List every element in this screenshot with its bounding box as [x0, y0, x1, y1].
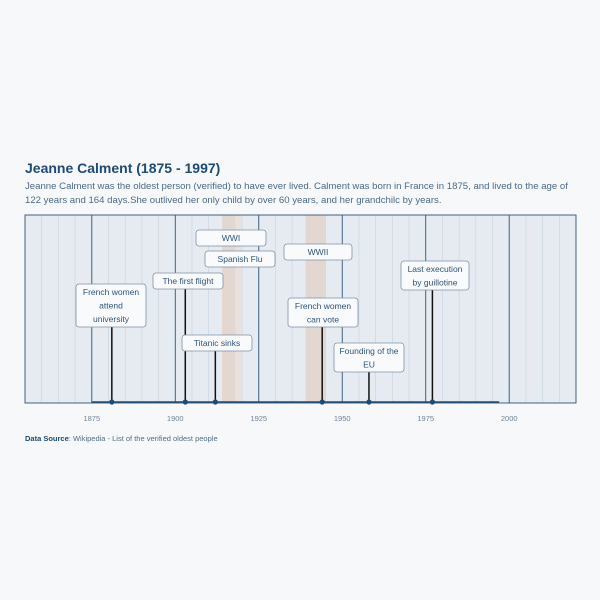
event-callout-5: Last execution by guillotine [400, 260, 470, 291]
chart-subtitle: Jeanne Calment was the oldest person (ve… [25, 181, 568, 206]
event-dot [429, 399, 436, 405]
event-callout-4-box [333, 342, 405, 373]
event-callout-2-label: Titanic sinks [194, 338, 240, 348]
event-dot [109, 399, 115, 405]
data-source-text: : Wikipedia - List of the verified oldes… [68, 434, 218, 443]
event-callout-3-box [287, 297, 359, 328]
x-tick-label: 1950 [334, 414, 351, 423]
event-callout-5-label: Last execution [408, 264, 463, 274]
period-label-1: Spanish Flu [204, 250, 276, 268]
event-callout-3-label: can vote [307, 314, 339, 324]
period-label-2: WWII [283, 243, 353, 261]
event-dot [212, 399, 218, 405]
data-source-label: Data Source [25, 434, 69, 443]
event-callout-0-label: university [93, 314, 130, 324]
period-band [235, 215, 243, 403]
event-callout-5-box [400, 260, 470, 291]
event-callout-4-label: Founding of the [339, 346, 398, 356]
x-tick-label: 2000 [501, 414, 518, 423]
event-dot [319, 399, 325, 405]
x-tick-label: 1975 [417, 414, 434, 423]
event-callout-5-label: by guillotine [413, 277, 458, 287]
event-callout-2-box [181, 334, 253, 352]
event-callout-1: The first flight [152, 272, 224, 290]
x-tick-label: 1925 [250, 414, 267, 423]
event-callout-0: French women attend university [75, 283, 147, 328]
period-label-0-box [195, 229, 267, 247]
event-callout-2: Titanic sinks [181, 334, 253, 352]
x-tick-label: 1900 [167, 414, 184, 423]
event-callout-4-label: EU [363, 359, 375, 369]
x-tick-label: 1875 [83, 414, 100, 423]
chart-title: Jeanne Calment (1875 - 1997) [25, 160, 221, 176]
period-label-1-label: Spanish Flu [218, 254, 263, 264]
event-callout-3-label: French women [295, 301, 351, 311]
event-dot [182, 399, 188, 405]
event-callout-0-label: attend [99, 301, 123, 311]
period-label-2-box [283, 243, 353, 261]
data-source: Data Source: Wikipedia - List of the ver… [25, 434, 218, 443]
event-callout-1-box [152, 272, 224, 290]
period-label-0-label: WWI [222, 233, 240, 243]
event-callout-4: Founding of the EU [333, 342, 405, 373]
event-callout-0-box [75, 283, 147, 328]
event-callout-3: French women can vote [287, 297, 359, 328]
event-callout-0-label: French women [83, 287, 139, 297]
period-label-0: WWI [195, 229, 267, 247]
plot-border [24, 214, 577, 404]
period-label-2-label: WWII [308, 247, 329, 257]
event-callout-1-label: The first flight [162, 276, 214, 286]
period-label-1-box [204, 250, 276, 268]
event-dot [366, 399, 372, 405]
